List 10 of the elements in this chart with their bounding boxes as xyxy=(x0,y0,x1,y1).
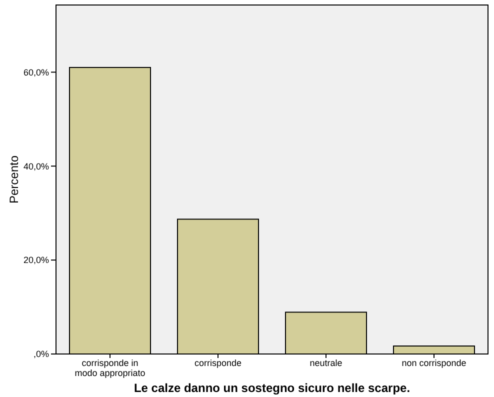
y-tick-label: 40,0% xyxy=(23,161,49,172)
y-tick-label: 20,0% xyxy=(23,255,49,266)
x-tick-label: corrisponde in modo appropriato xyxy=(74,358,146,378)
y-axis-title: Percento xyxy=(7,155,21,204)
x-tick-label: non corrisponde xyxy=(402,358,466,368)
x-tick-label: neutrale xyxy=(310,358,342,368)
x-axis-title: Le calze danno un sostegno sicuro nelle scarpe. xyxy=(134,381,410,395)
x-tick-label: corrisponde xyxy=(194,358,242,368)
y-tick-label: ,0% xyxy=(33,349,49,360)
y-tick-label: 60,0% xyxy=(23,67,49,78)
